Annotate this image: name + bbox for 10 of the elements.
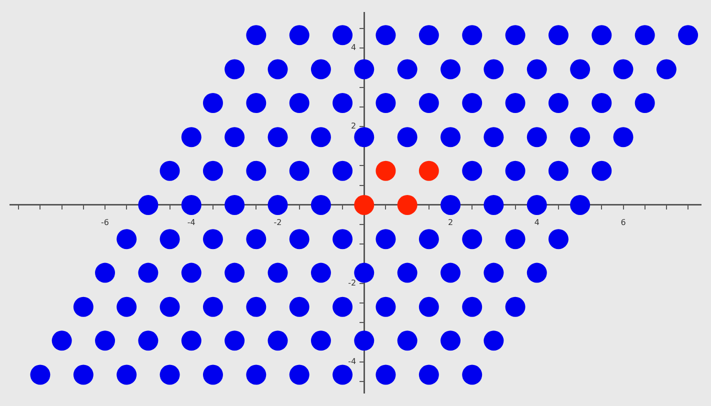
x-tick-label: 4 [534,218,540,227]
y-tick-label: -4 [348,356,356,366]
y-tick-label: -2 [348,278,356,288]
x-tick-label: -2 [274,218,282,227]
y-tick-label: 4 [351,43,356,52]
y-tick-label: 2 [351,122,356,131]
x-tick-label: 6 [620,218,626,227]
x-tick-label: -6 [101,218,110,227]
x-tick-label: -4 [187,218,196,227]
x-tick-label: 2 [448,218,454,227]
